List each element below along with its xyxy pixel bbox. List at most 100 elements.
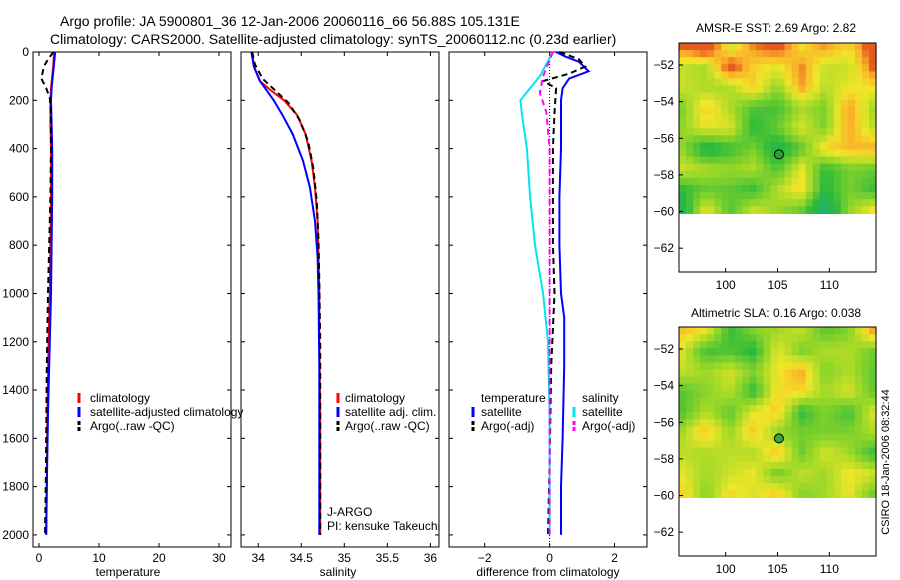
sst-cell bbox=[784, 142, 793, 151]
sst-cell bbox=[742, 71, 750, 80]
sla-cell bbox=[756, 468, 765, 477]
sst-cell bbox=[770, 43, 779, 51]
sla-cell bbox=[784, 327, 793, 335]
sla-cell bbox=[728, 447, 736, 456]
difference-series-temperature-argo-adj- bbox=[540, 51, 587, 535]
sla-cell bbox=[826, 483, 835, 491]
sla-cell bbox=[777, 447, 786, 456]
sst-cell bbox=[861, 78, 870, 87]
sla-cell bbox=[784, 461, 793, 470]
sst-cell bbox=[700, 142, 708, 151]
sst-cell bbox=[854, 177, 863, 186]
sst-cell bbox=[714, 64, 722, 72]
sst-cell bbox=[868, 142, 877, 151]
sst-cell bbox=[749, 163, 757, 172]
sst-cell bbox=[868, 121, 877, 129]
sla-cell bbox=[679, 355, 687, 364]
sst-cell bbox=[798, 113, 807, 122]
sla-cell bbox=[679, 483, 687, 491]
sst-cell bbox=[826, 78, 835, 87]
sla-cell bbox=[700, 461, 708, 470]
sla-cell bbox=[742, 440, 750, 449]
sla-cell bbox=[819, 383, 828, 392]
sst-cell bbox=[791, 85, 800, 94]
sla-cell bbox=[868, 348, 877, 356]
difference-xtick-label: −2 bbox=[478, 551, 492, 565]
sla-cell bbox=[714, 376, 722, 385]
sst-cell bbox=[805, 78, 814, 87]
sla-cell bbox=[679, 476, 687, 484]
sst-cell bbox=[714, 113, 722, 122]
sst-cell bbox=[679, 64, 687, 72]
sla-cell bbox=[679, 419, 687, 427]
sst-cell bbox=[819, 156, 828, 165]
sst-cell bbox=[686, 92, 694, 101]
sst-lat-tick-label: −60 bbox=[654, 205, 675, 219]
sla-cell bbox=[847, 341, 856, 349]
sla-cell bbox=[700, 483, 708, 491]
sst-cell bbox=[861, 64, 870, 72]
sst-cell bbox=[812, 192, 821, 200]
sst-cell bbox=[777, 71, 786, 80]
sst-cell bbox=[735, 170, 743, 179]
sla-cell bbox=[805, 476, 814, 484]
sla-cell bbox=[826, 447, 835, 456]
sla-cell bbox=[777, 405, 786, 413]
sst-cell bbox=[742, 163, 750, 172]
sla-cell bbox=[728, 412, 736, 420]
sst-cell bbox=[812, 85, 821, 94]
sst-cell bbox=[777, 206, 786, 214]
sst-cell bbox=[812, 177, 821, 186]
sla-cell bbox=[679, 447, 687, 456]
sst-cell bbox=[735, 199, 743, 207]
sla-cell bbox=[777, 426, 786, 435]
sst-cell bbox=[777, 163, 786, 172]
sst-cell bbox=[763, 78, 772, 87]
sst-cell bbox=[854, 199, 863, 207]
sst-cell bbox=[763, 177, 772, 186]
sla-cell bbox=[868, 327, 877, 335]
sst-cell bbox=[735, 192, 743, 200]
sla-cell bbox=[721, 419, 729, 427]
sla-cell bbox=[812, 476, 821, 484]
sla-cell bbox=[714, 476, 722, 484]
sla-cell bbox=[854, 390, 863, 399]
sla-cell bbox=[756, 334, 765, 342]
sla-cell bbox=[854, 447, 863, 456]
sst-cell bbox=[749, 184, 757, 193]
sst-cell bbox=[840, 43, 849, 51]
sst-cell bbox=[777, 43, 786, 51]
sla-cell bbox=[714, 490, 722, 498]
sst-cell bbox=[763, 57, 772, 65]
sst-cell bbox=[700, 57, 708, 65]
sla-cell bbox=[854, 362, 863, 371]
sst-lat-tick-label: −62 bbox=[654, 241, 675, 255]
sst-cell bbox=[693, 199, 701, 207]
sst-cell bbox=[707, 177, 715, 186]
difference-panel-frame bbox=[448, 51, 648, 548]
sst-cell bbox=[721, 192, 729, 200]
sst-cell bbox=[798, 121, 807, 129]
sst-cell bbox=[847, 99, 856, 108]
sla-cell bbox=[770, 483, 779, 491]
sla-cell bbox=[847, 369, 856, 378]
sla-cell bbox=[707, 419, 715, 427]
sst-cell bbox=[707, 121, 715, 129]
sst-cell bbox=[693, 71, 701, 80]
sst-cell bbox=[819, 184, 828, 193]
sla-cell bbox=[707, 461, 715, 470]
legend-label-climatology: climatology bbox=[90, 391, 150, 405]
sst-cell bbox=[847, 43, 856, 51]
sla-cell bbox=[679, 468, 687, 477]
sla-cell bbox=[742, 327, 750, 335]
sst-cell bbox=[826, 163, 835, 172]
sla-cell bbox=[777, 327, 786, 335]
sla-cell bbox=[700, 355, 708, 364]
sst-cell bbox=[756, 106, 765, 115]
sst-cell bbox=[728, 43, 736, 51]
sst-cell bbox=[707, 85, 715, 94]
legend-label-argo: Argo(..raw -QC) bbox=[90, 419, 175, 433]
sla-cell bbox=[756, 327, 765, 335]
sla-cell bbox=[826, 383, 835, 392]
sla-cell bbox=[735, 454, 743, 463]
